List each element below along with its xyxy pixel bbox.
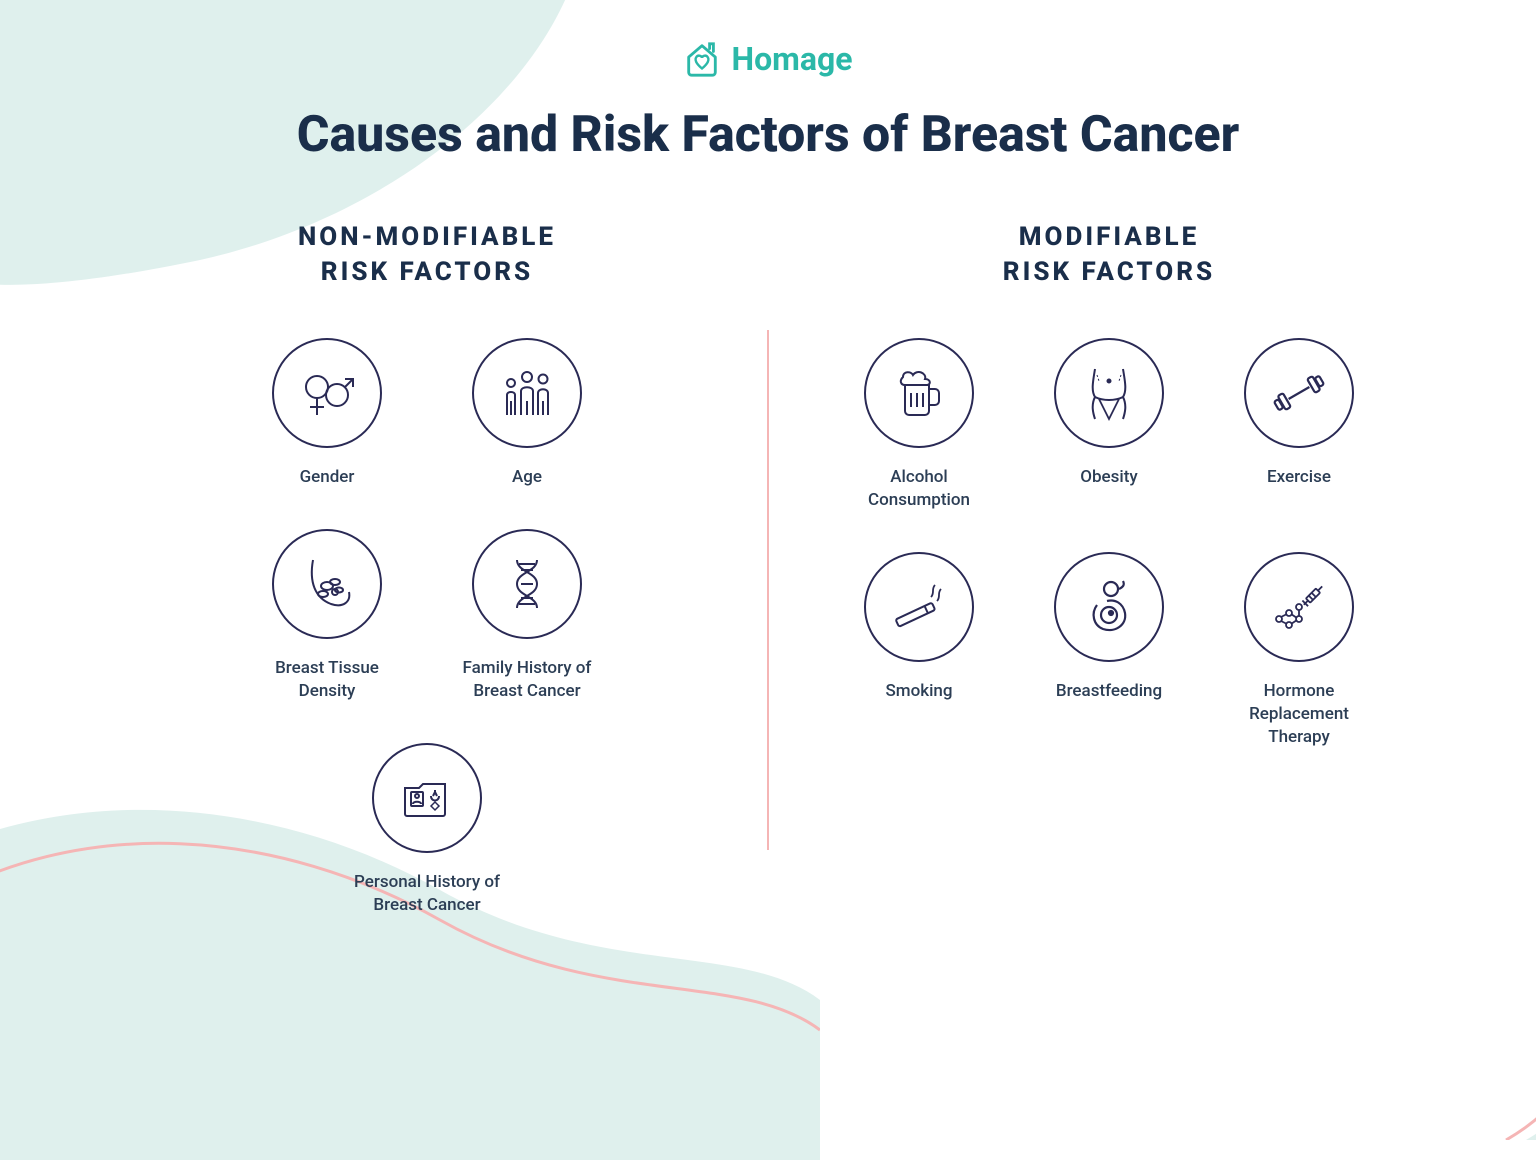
- icon-circle: [472, 338, 582, 448]
- beer-icon: [887, 361, 951, 425]
- icon-circle: [1244, 552, 1354, 662]
- item-label: Age: [512, 466, 542, 489]
- syringe-molecule-icon: [1267, 575, 1331, 639]
- section-title-line: RISK FACTORS: [1003, 257, 1215, 287]
- item-gender: Gender: [247, 338, 407, 489]
- column-divider: [767, 330, 769, 850]
- icon-circle: [1244, 338, 1354, 448]
- medical-record-icon: [395, 766, 459, 830]
- item-label: Breast Tissue Density: [247, 657, 407, 703]
- cigarette-icon: [887, 575, 951, 639]
- item-label: Gender: [300, 466, 355, 489]
- waist-icon: [1077, 361, 1141, 425]
- gender-icon: [295, 361, 359, 425]
- icon-circle: [864, 552, 974, 662]
- breastfeeding-icon: [1077, 575, 1141, 639]
- column-modifiable: MODIFIABLE RISK FACTORS Alcohol Consumpt…: [829, 220, 1389, 917]
- icon-circle: [1054, 338, 1164, 448]
- dumbbell-icon: [1267, 361, 1331, 425]
- logo-text: Homage: [731, 40, 852, 78]
- item-breastfeeding: Breastfeeding: [1029, 552, 1189, 749]
- icon-circle: [272, 338, 382, 448]
- item-age: Age: [447, 338, 607, 489]
- grid-modifiable: Alcohol Consumption: [839, 338, 1379, 749]
- age-icon: [495, 361, 559, 425]
- item-alcohol: Alcohol Consumption: [839, 338, 999, 512]
- section-title-non-modifiable: NON-MODIFIABLE RISK FACTORS: [298, 220, 556, 290]
- item-label: Exercise: [1267, 466, 1331, 489]
- item-label: Hormone Replacement Therapy: [1219, 680, 1379, 749]
- item-label: Family History of Breast Cancer: [447, 657, 607, 703]
- icon-circle: [1054, 552, 1164, 662]
- section-title-line: MODIFIABLE: [1019, 222, 1199, 252]
- section-title-line: NON-MODIFIABLE: [298, 222, 556, 252]
- section-title-line: RISK FACTORS: [321, 257, 533, 287]
- content-root: Homage Causes and Risk Factors of Breast…: [108, 0, 1428, 917]
- item-tissue: Breast Tissue Density: [247, 529, 407, 703]
- item-label: Breastfeeding: [1056, 680, 1162, 703]
- dna-icon: [495, 552, 559, 616]
- homage-logo-icon: [683, 40, 721, 78]
- icon-circle: [864, 338, 974, 448]
- item-personal-history: Personal History of Breast Cancer: [347, 743, 507, 917]
- icon-circle: [272, 529, 382, 639]
- columns: NON-MODIFIABLE RISK FACTORS Gender: [108, 220, 1428, 917]
- grid-non-modifiable: Gender Age: [157, 338, 697, 917]
- icon-circle: [372, 743, 482, 853]
- item-label: Alcohol Consumption: [839, 466, 999, 512]
- item-hrt: Hormone Replacement Therapy: [1219, 552, 1379, 749]
- column-non-modifiable: NON-MODIFIABLE RISK FACTORS Gender: [147, 220, 707, 917]
- item-label: Smoking: [885, 680, 952, 703]
- item-exercise: Exercise: [1219, 338, 1379, 512]
- item-obesity: Obesity: [1029, 338, 1189, 512]
- item-family-history: Family History of Breast Cancer: [447, 529, 607, 703]
- item-smoking: Smoking: [839, 552, 999, 749]
- page-title: Causes and Risk Factors of Breast Cancer: [108, 106, 1428, 164]
- logo: Homage: [108, 40, 1428, 78]
- item-label: Personal History of Breast Cancer: [347, 871, 507, 917]
- tissue-icon: [295, 552, 359, 616]
- section-title-modifiable: MODIFIABLE RISK FACTORS: [1003, 220, 1215, 290]
- item-label: Obesity: [1080, 466, 1137, 489]
- icon-circle: [472, 529, 582, 639]
